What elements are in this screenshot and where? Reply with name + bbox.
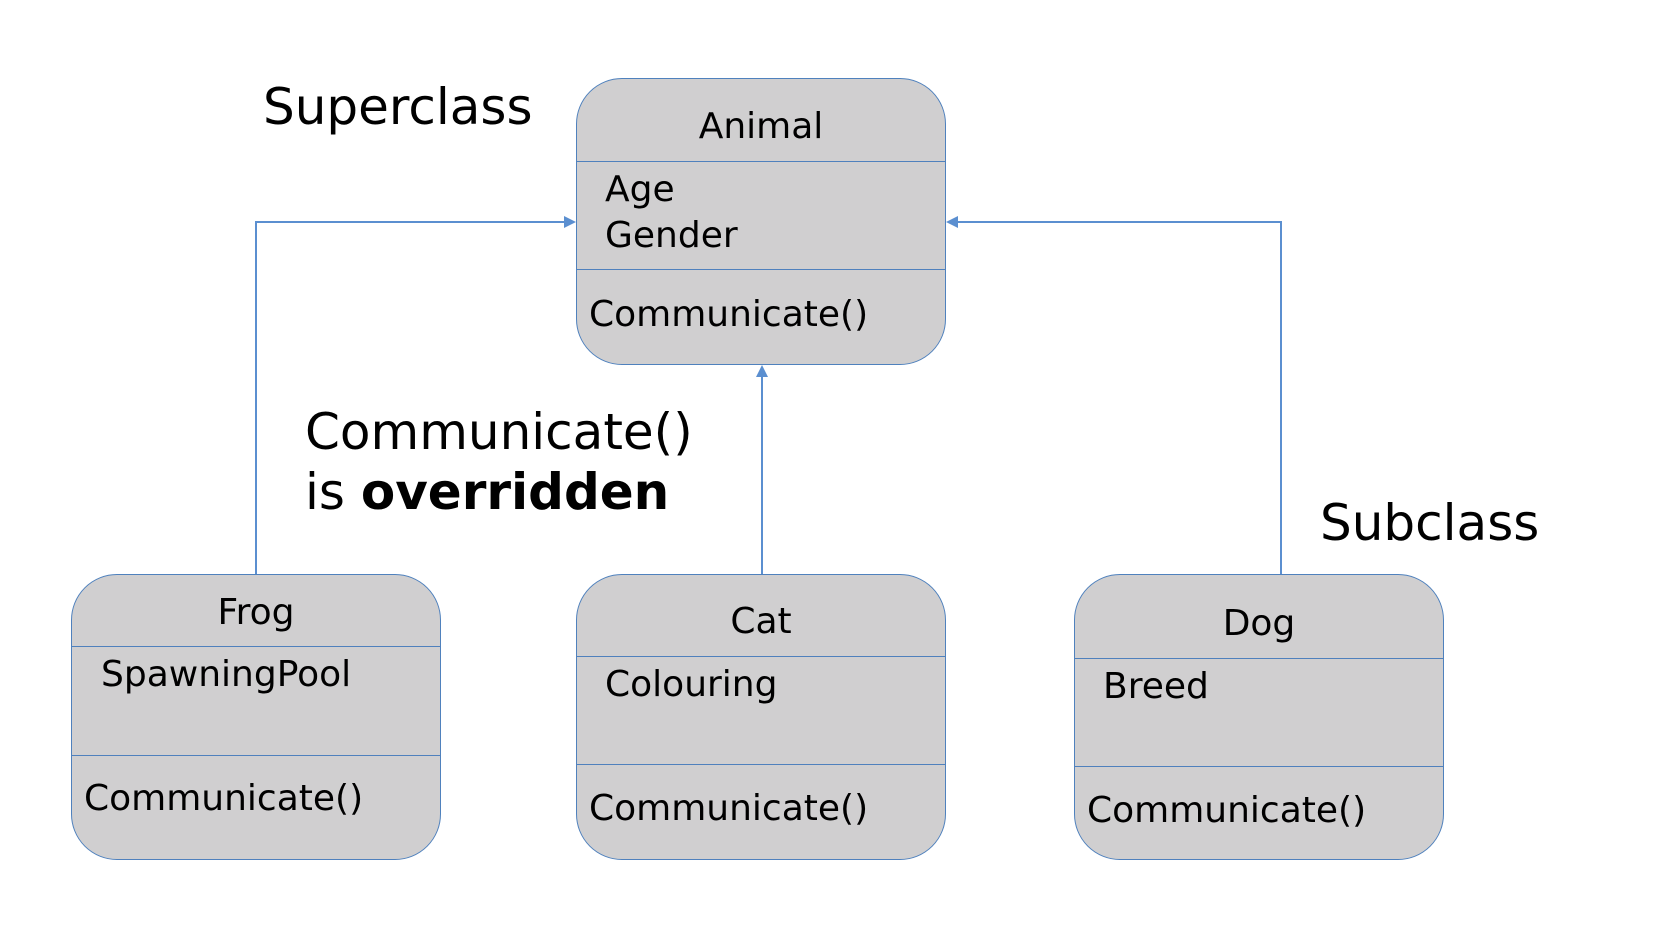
class-divider (577, 656, 945, 657)
class-attributes-animal: Age Gender (605, 167, 738, 259)
class-box-dog: Dog Breed Communicate() (1074, 574, 1444, 860)
class-attributes-cat: Colouring (605, 662, 777, 708)
attribute-breed: Breed (1103, 666, 1209, 707)
class-box-animal: Animal Age Gender Communicate() (576, 78, 946, 365)
class-name-frog: Frog (217, 592, 295, 633)
override-note-line1: Communicate() (305, 403, 693, 461)
class-attributes-frog: SpawningPool (101, 652, 351, 698)
class-divider (577, 269, 945, 270)
class-name-animal: Animal (698, 106, 824, 147)
override-note: Communicate() is overridden (305, 402, 693, 522)
class-method-frog: Communicate() (84, 778, 364, 819)
class-method-cat: Communicate() (589, 788, 869, 829)
override-note-prefix: is (305, 463, 345, 521)
attribute-gender: Gender (605, 215, 738, 256)
class-name-dog: Dog (1222, 603, 1296, 644)
class-box-cat: Cat Colouring Communicate() (576, 574, 946, 860)
attribute-age: Age (605, 169, 675, 210)
class-divider (1075, 766, 1443, 767)
class-divider (1075, 658, 1443, 659)
class-attributes-dog: Breed (1103, 664, 1209, 710)
class-method-animal: Communicate() (589, 294, 869, 335)
frog-to-animal-arrow (255, 216, 576, 576)
attribute-colouring: Colouring (605, 664, 778, 705)
dog-to-animal-arrow (946, 216, 1282, 576)
class-name-cat: Cat (730, 601, 792, 642)
attribute-spawningpool: SpawningPool (101, 654, 352, 695)
class-divider (577, 764, 945, 765)
superclass-label: Superclass (263, 78, 533, 136)
override-note-line2: is overridden (305, 462, 693, 522)
override-note-bold: overridden (360, 463, 670, 521)
class-box-frog: Frog SpawningPool Communicate() (71, 574, 441, 860)
class-divider (72, 646, 440, 647)
class-method-dog: Communicate() (1087, 790, 1367, 831)
subclass-label: Subclass (1320, 494, 1540, 552)
class-divider (577, 161, 945, 162)
class-divider (72, 755, 440, 756)
